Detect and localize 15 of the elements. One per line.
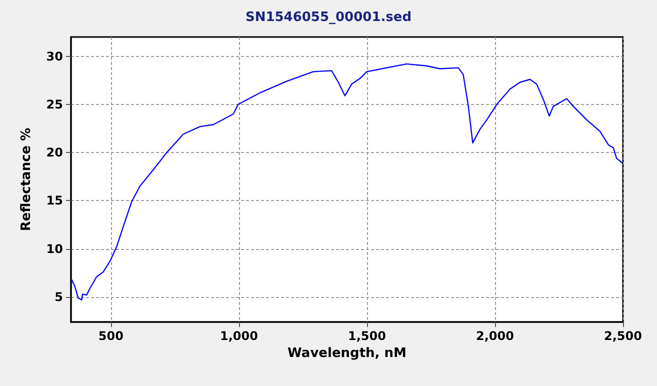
- y-axis-title: Reflectance %: [19, 128, 34, 232]
- chart-title: SN1546055_00001.sed: [245, 10, 412, 25]
- x-tick-label: 1,000: [220, 329, 258, 343]
- y-tick-label: 15: [46, 194, 63, 208]
- y-tick-label: 10: [46, 242, 63, 256]
- x-tick-label: 500: [98, 329, 124, 343]
- y-tick-label: 20: [46, 146, 63, 160]
- x-tick-label: 2,500: [604, 329, 642, 343]
- y-tick-label: 25: [46, 97, 63, 112]
- x-tick-label: 1,500: [348, 329, 386, 343]
- y-tick-label: 30: [46, 49, 63, 64]
- x-axis-title: Wavelength, nM: [288, 346, 406, 361]
- x-tick-label: 2,000: [476, 329, 514, 343]
- y-tick-label: 5: [54, 290, 63, 304]
- line-series: [71, 63, 624, 300]
